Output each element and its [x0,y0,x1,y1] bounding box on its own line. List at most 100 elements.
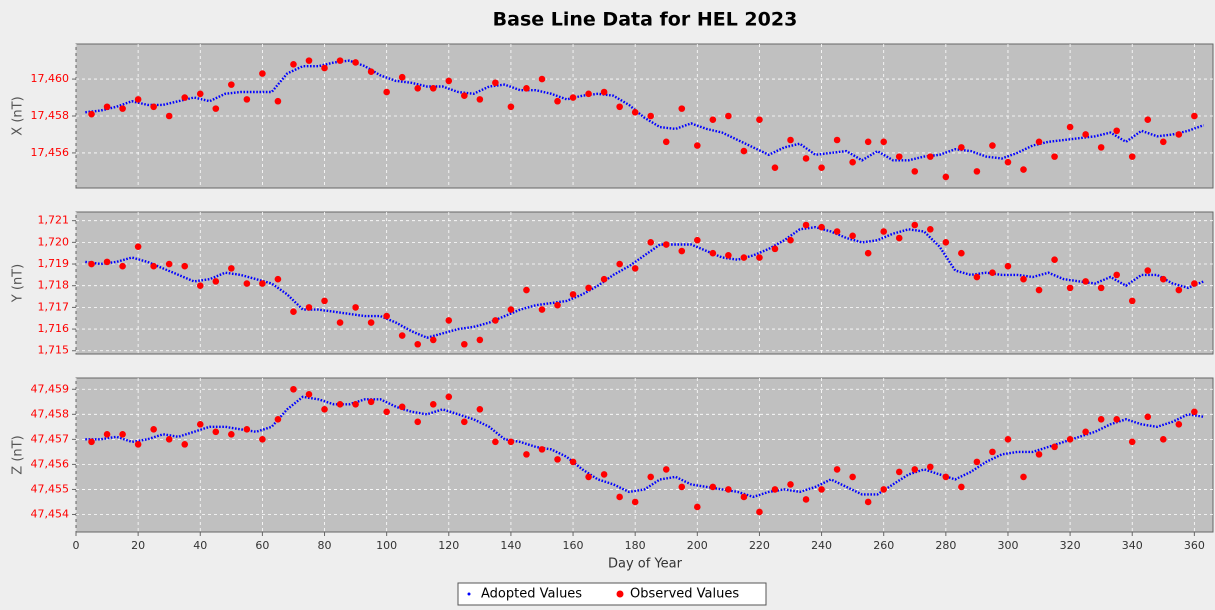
observed-point [1175,421,1183,428]
observed-point [383,312,390,320]
y-axis-label: X (nT) [11,96,26,135]
observed-point [895,153,903,160]
x-tick-label: 360 [1184,539,1205,552]
observed-point [181,441,189,448]
observed-point [864,138,872,146]
observed-point [895,468,903,476]
observed-point [880,228,888,235]
observed-point [1066,123,1074,131]
observed-point [88,260,95,268]
observed-point [833,136,841,144]
observed-point [274,97,282,105]
y-tick-label: 1,718 [38,279,70,292]
observed-point [973,273,981,281]
observed-point [678,483,686,491]
observed-point [492,79,499,87]
adopted-line [85,59,1205,162]
observed-point [554,301,561,309]
observed-point [849,158,856,166]
observed-point [833,228,841,235]
observed-point [662,241,670,248]
observed-point [942,173,950,181]
observed-point [398,73,406,81]
observed-point [196,90,204,98]
observed-point [336,57,344,64]
observed-point [1175,131,1183,138]
observed-point [1020,473,1027,481]
observed-point [398,332,406,339]
observed-point [600,275,608,283]
observed-point [461,418,468,426]
observed-point [476,96,484,103]
y-tick-label: 47,458 [31,407,70,420]
observed-point [181,94,189,101]
observed-point [756,116,763,123]
x-tick-label: 40 [193,539,207,552]
observed-point [290,385,297,393]
observed-point [1128,153,1136,160]
observed-point [103,103,111,111]
observed-point [445,393,453,401]
observed-point [787,236,794,244]
x-tick-label: 20 [131,539,145,552]
y-tick-label: 1,719 [38,257,70,270]
chart-title: Base Line Data for HEL 2023 [493,9,798,31]
observed-point [103,258,111,266]
observed-point [1144,116,1152,123]
x-tick-label: 260 [873,539,894,552]
observed-point [678,247,686,255]
x-tick-label: 120 [438,539,459,552]
y-tick-label: 17,456 [31,146,70,159]
x-tick-label: 100 [376,539,397,552]
observed-point [336,319,344,326]
x-tick-label: 0 [73,539,80,552]
x-tick-label: 60 [255,539,269,552]
legend-box [457,582,767,606]
observed-point [367,398,375,406]
y-axis-label: Z (nT) [11,435,26,474]
observed-point [849,232,856,240]
observed-point [1004,436,1012,443]
observed-point [1159,275,1167,283]
observed-point [538,75,546,83]
observed-point [818,164,825,171]
observed-point [709,249,717,257]
observed-point [538,306,546,313]
observed-point [802,221,810,229]
observed-point [694,142,701,149]
observed-point [259,70,266,77]
observed-point [942,239,950,246]
observed-point [1113,271,1120,279]
observed-point [616,260,623,268]
observed-point [880,486,888,493]
y-tick-label: 47,454 [31,507,70,520]
observed-point [973,458,981,466]
legend-marker [467,592,471,596]
observed-point [321,297,328,305]
observed-point [1082,278,1089,285]
observed-point [383,88,390,96]
y-axis-label: Y (nT) [11,264,26,303]
observed-point [1191,112,1198,120]
observed-point [476,406,484,413]
observed-point [445,77,453,85]
observed-point [647,112,655,120]
observed-point [1004,158,1012,166]
legend-label: Observed Values [630,587,739,602]
observed-point [694,236,701,244]
observed-point [461,92,468,99]
observed-point [352,59,359,66]
observed-point [818,223,825,231]
observed-point [802,496,810,503]
observed-point [1191,280,1198,287]
observed-point [1128,438,1136,446]
observed-point [1020,166,1027,173]
observed-point [911,466,919,473]
observed-point [740,254,748,261]
observed-point [740,147,748,155]
observed-point [134,96,142,103]
y-tick-label: 1,716 [38,322,70,335]
observed-point [274,416,282,423]
x-tick-label: 340 [1122,539,1143,552]
observed-point [631,498,639,506]
